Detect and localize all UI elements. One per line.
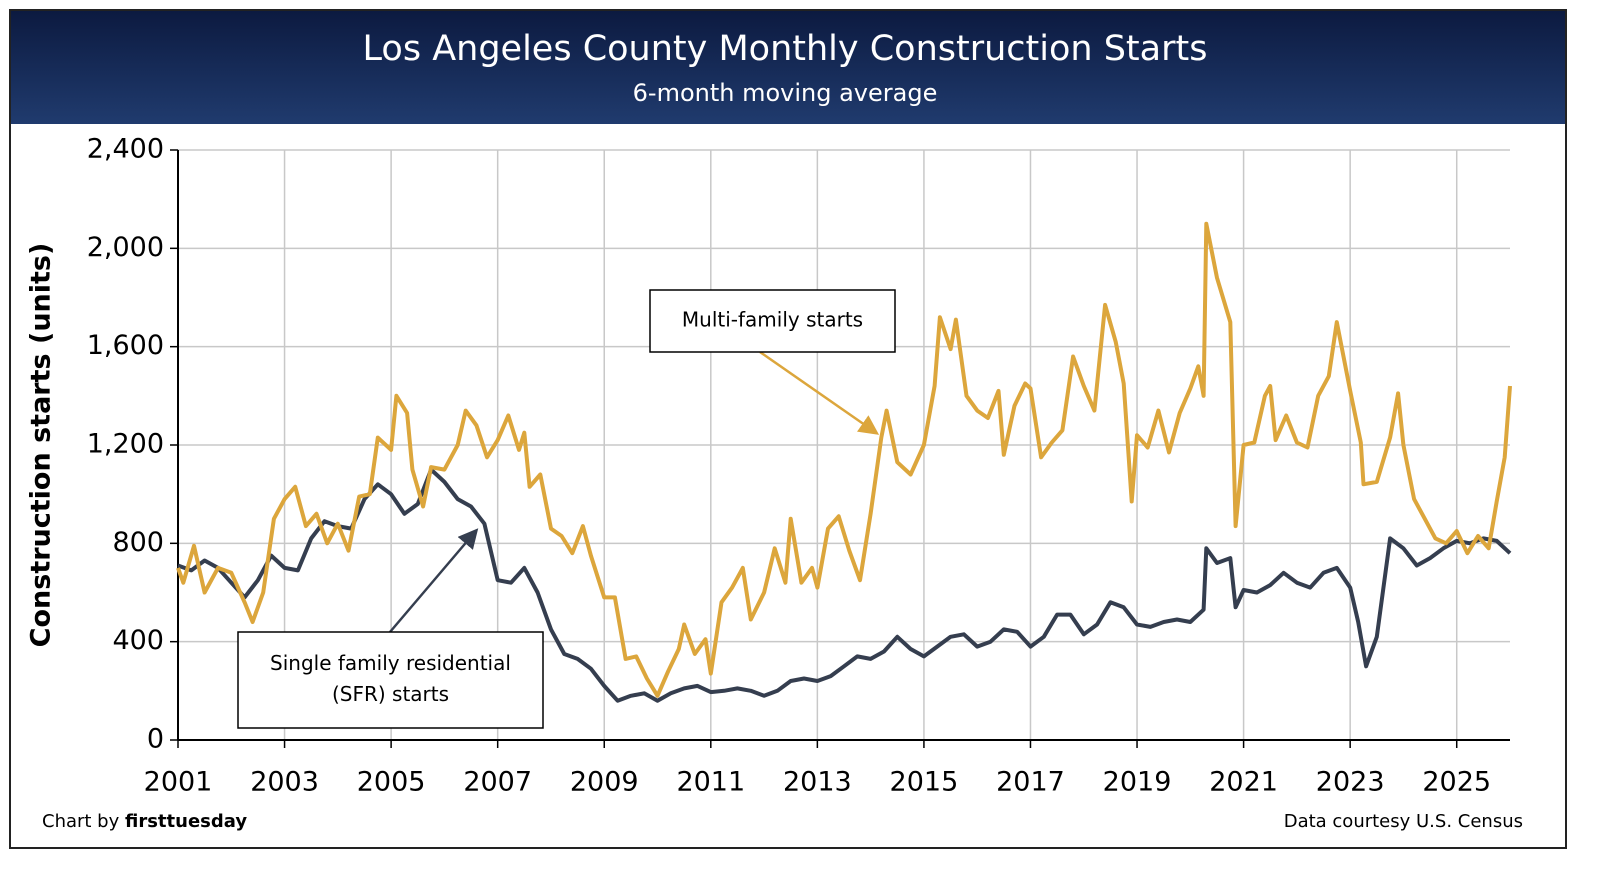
x-tick-label: 2003 (250, 767, 319, 798)
credit: Chart by firsttuesday (42, 811, 247, 832)
x-tick-label: 2013 (783, 767, 852, 798)
x-tick-label: 2001 (144, 767, 213, 798)
annotation-arrow (389, 528, 479, 633)
y-tick-label: 1,600 (87, 330, 164, 361)
source: Data courtesy U.S. Census (1284, 811, 1523, 832)
x-tick-label: 2019 (1103, 767, 1172, 798)
annotation-box (649, 289, 896, 353)
annotation-box (237, 631, 544, 729)
series-line (177, 467, 1512, 703)
x-tick-label: 2007 (463, 767, 532, 798)
annotation-arrow (759, 350, 880, 435)
x-tick-label: 2011 (676, 767, 745, 798)
credit-name: firsttuesday (125, 811, 247, 832)
x-tick-label: 2021 (1209, 767, 1278, 798)
annotation-text: (SFR) starts (332, 682, 449, 706)
y-axis-label: Construction starts (units) (26, 243, 57, 648)
y-tick-label: 2,400 (87, 134, 164, 165)
y-tick-label: 800 (112, 527, 164, 558)
x-tick-label: 2023 (1316, 767, 1385, 798)
x-tick-label: 2025 (1422, 767, 1491, 798)
credit-prefix: Chart by (42, 811, 120, 832)
chart-subtitle: 6-month moving average (633, 79, 938, 107)
y-tick-label: 400 (112, 625, 164, 656)
y-tick-label: 2,000 (87, 232, 164, 263)
annotation-text: Multi-family starts (682, 308, 863, 332)
x-tick-label: 2005 (357, 767, 426, 798)
header-bar (11, 11, 1565, 124)
series-line (176, 221, 1512, 698)
x-tick-label: 2015 (890, 767, 959, 798)
chart-title: Los Angeles County Monthly Construction … (363, 29, 1208, 69)
y-tick-label: 0 (147, 724, 164, 755)
annotation-text: Single family residential (270, 651, 511, 675)
x-tick-label: 2017 (996, 767, 1065, 798)
y-tick-label: 1,200 (87, 429, 164, 460)
x-tick-label: 2009 (570, 767, 639, 798)
